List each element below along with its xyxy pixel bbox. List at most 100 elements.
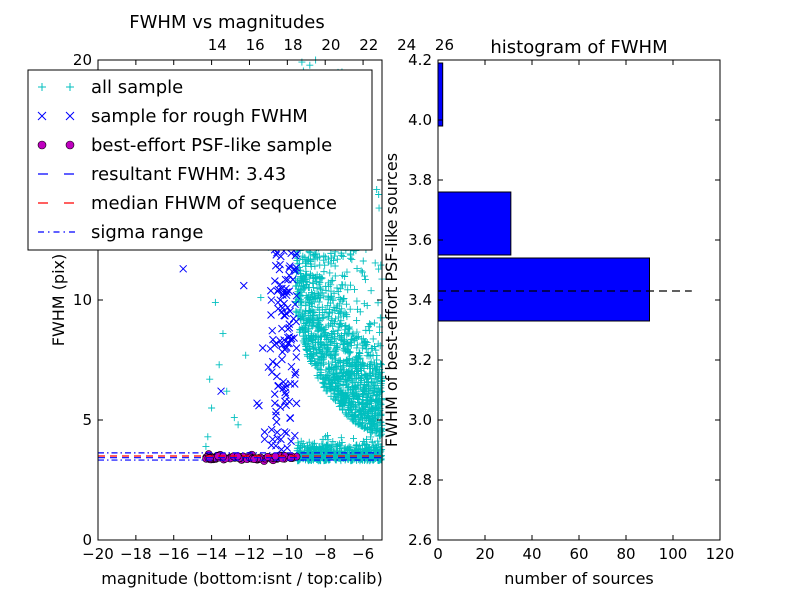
- all-sample-point: [230, 414, 238, 422]
- all-sample-point: [350, 417, 358, 425]
- all-sample-point: [299, 440, 307, 448]
- all-sample-point: [338, 297, 346, 305]
- all-sample-point: [370, 319, 378, 327]
- rough-sample-point: [274, 285, 283, 294]
- all-sample-point: [331, 318, 339, 326]
- right-histogram-panel: 0 20 40 60 80 100 120 2.6 2.8 3.0 3.2 3.4 3.6 3.8 4.0…: [382, 37, 734, 588]
- top-tick-label: 26: [435, 36, 454, 54]
- rough-sample-point: [270, 390, 279, 398]
- all-sample-point: [343, 268, 351, 276]
- all-sample-point: [371, 447, 379, 455]
- all-sample-point: [315, 280, 323, 288]
- all-sample-point: [309, 308, 317, 316]
- rough-sample-point: [279, 378, 288, 386]
- rough-sample-point: [281, 388, 290, 397]
- all-sample-point: [337, 309, 345, 317]
- all-sample-point: [337, 389, 345, 397]
- all-sample-point: [306, 256, 314, 264]
- rough-sample-point: [291, 370, 299, 379]
- all-sample-point: [351, 383, 359, 391]
- all-sample-point: [299, 313, 307, 321]
- all-sample-point: [296, 308, 304, 316]
- left-scatter-panel: −20−18−16−14−12−10−8−6 05101520 14161820…: [27, 12, 454, 588]
- legend-label: all sample: [91, 77, 183, 98]
- rough-sample-point: [286, 414, 295, 422]
- all-sample-point: [352, 413, 360, 421]
- x-tick-label: −18: [120, 545, 152, 563]
- all-sample-point: [377, 410, 385, 418]
- all-sample-point: [304, 445, 312, 453]
- all-sample-point: [308, 314, 316, 322]
- all-sample-point: [344, 359, 352, 367]
- all-sample-point: [353, 265, 361, 273]
- all-sample-point: [363, 424, 371, 432]
- all-sample-point: [334, 375, 342, 383]
- all-sample-point: [333, 380, 341, 388]
- rough-sample-point: [277, 308, 286, 316]
- y-tick-label: 2.8: [408, 471, 432, 489]
- all-sample-point: [327, 351, 335, 359]
- all-sample-point: [211, 298, 219, 306]
- all-sample-point: [304, 312, 312, 320]
- all-sample-point: [315, 346, 323, 354]
- all-sample-point: [377, 446, 385, 454]
- all-sample-point: [335, 357, 343, 365]
- rough-sample-point: [282, 391, 290, 399]
- all-sample-point: [306, 61, 314, 69]
- right-y-axis-ticks: 2.6 2.8 3.0 3.2 3.4 3.6 3.8 4.0 4.2: [408, 51, 720, 549]
- all-sample-point: [348, 360, 356, 368]
- all-sample-point: [373, 421, 381, 429]
- all-sample-point: [363, 338, 371, 346]
- legend-label: resultant FWHM: 3.43: [91, 164, 286, 185]
- rough-sample-point: [283, 303, 292, 312]
- top-tick-label: 16: [246, 36, 265, 54]
- y-tick-label: 3.8: [408, 171, 432, 189]
- all-sample-point: [337, 434, 345, 442]
- rough-sample-point: [272, 339, 281, 348]
- all-sample-point: [373, 366, 381, 374]
- all-sample-point: [366, 393, 374, 401]
- rough-sample-point: [277, 435, 285, 444]
- all-sample-point: [337, 397, 345, 405]
- all-sample-point: [359, 268, 367, 276]
- all-sample-point: [325, 282, 333, 290]
- all-sample-point: [326, 384, 334, 392]
- all-sample-point: [343, 412, 351, 420]
- histogram-bar: [437, 62, 444, 127]
- all-sample-point: [331, 390, 339, 398]
- all-sample-point: [317, 372, 325, 380]
- rough-sample-point: [292, 399, 301, 408]
- all-sample-point: [321, 446, 329, 454]
- rough-sample-point: [260, 428, 269, 436]
- all-sample-point: [310, 351, 318, 359]
- legend-items: all sample sample for rough FWHM best-effo…: [37, 77, 337, 243]
- y-tick-label: 3.2: [408, 351, 432, 369]
- all-sample-point: [346, 348, 354, 356]
- all-sample-point: [375, 191, 383, 199]
- all-sample-point: [353, 297, 361, 305]
- rough-sample-point: [268, 435, 277, 444]
- histogram-bar: [437, 257, 650, 322]
- all-sample-point: [343, 360, 351, 368]
- all-sample-point: [346, 446, 354, 454]
- all-sample-point: [342, 376, 350, 384]
- all-sample-point: [376, 314, 384, 322]
- all-sample-point: [206, 375, 214, 383]
- all-sample-point: [350, 447, 358, 455]
- rough-sample-point: [268, 368, 276, 377]
- all-sample-point: [343, 338, 351, 346]
- all-sample-point: [372, 346, 380, 354]
- all-sample-point: [320, 268, 328, 276]
- legend-cross-marker: [65, 111, 75, 121]
- all-sample-point: [311, 262, 319, 270]
- rough-sample-point: [285, 287, 294, 295]
- all-sample-point: [327, 320, 335, 328]
- all-sample-point: [361, 440, 369, 448]
- all-sample-point: [366, 444, 374, 452]
- all-sample-point: [360, 300, 368, 308]
- all-sample-point: [331, 272, 339, 280]
- all-sample-point: [325, 308, 333, 316]
- all-sample-point: [377, 368, 385, 376]
- all-sample-point: [326, 352, 334, 360]
- y-tick-label: 2.6: [408, 531, 432, 549]
